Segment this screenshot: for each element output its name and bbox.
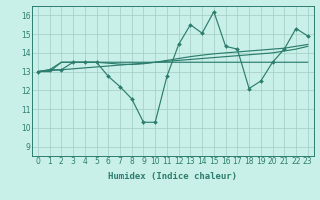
X-axis label: Humidex (Indice chaleur): Humidex (Indice chaleur)	[108, 172, 237, 181]
